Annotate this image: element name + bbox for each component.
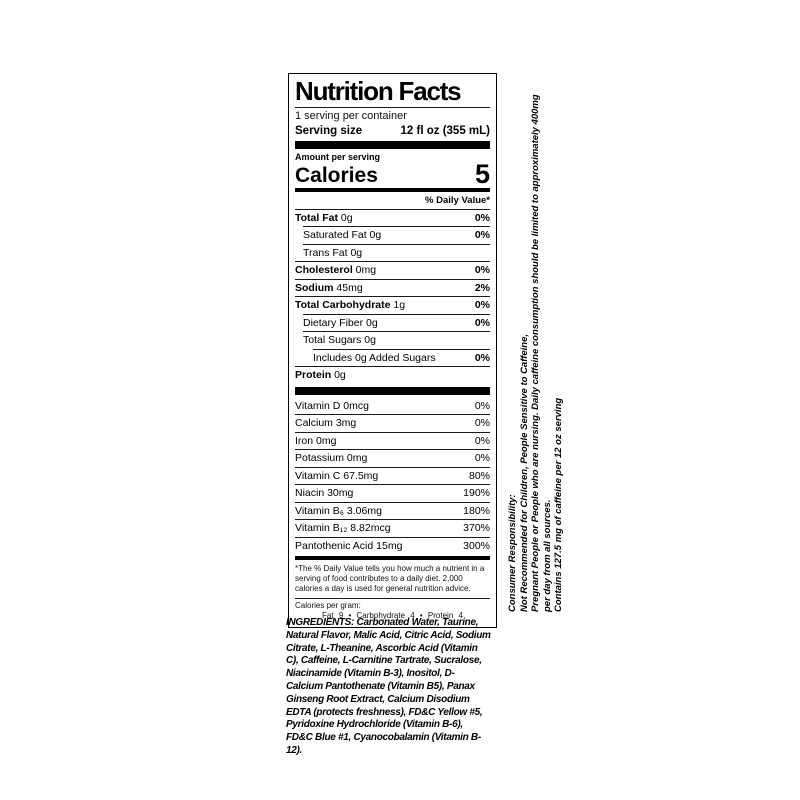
nutrient-row-saturated-fat: Saturated Fat 0g 0%: [303, 226, 490, 244]
nutrient-name: Total Sugars 0g: [303, 334, 376, 347]
nutrient-name: Vitamin B₁₂ 8.82mcg: [295, 522, 391, 535]
daily-value: 190%: [463, 487, 490, 500]
daily-value-footnote: *The % Daily Value tells you how much a …: [295, 564, 485, 594]
caffeine-warning-vertical-text: Consumer Responsibility: Not Recommended…: [507, 60, 565, 612]
daily-value: 0%: [474, 229, 490, 242]
daily-value: 0%: [474, 417, 490, 430]
daily-value: 300%: [463, 539, 490, 552]
daily-value: 0%: [474, 351, 490, 364]
nutrient-row-total-carbohydrate: Total Carbohydrate 1g 0%: [295, 296, 490, 314]
vitamin-row-vitamin-d: Vitamin D 0mcg 0%: [295, 398, 490, 415]
vitamin-row-niacin: Niacin 30mg 190%: [295, 484, 490, 502]
nutrient-name: Trans Fat 0g: [303, 246, 363, 259]
nutrient-name: Total Fat 0g: [295, 211, 353, 224]
nutrient-row-total-sugars: Total Sugars 0g: [303, 331, 490, 349]
daily-value: 0%: [474, 211, 490, 224]
vitamin-row-iron: Iron 0mg 0%: [295, 431, 490, 450]
daily-value: 80%: [468, 469, 490, 482]
nutrient-row-sodium: Sodium 45mg 2%: [295, 278, 490, 297]
caffeine-warning-line: Consumer Responsibility:: [507, 494, 518, 612]
nutrient-row-added-sugars: Includes 0g Added Sugars 0%: [313, 348, 490, 367]
vitamin-row-vitamin-c: Vitamin C 67.5mg 80%: [295, 466, 490, 485]
caffeine-warning-line: Pregnant People or People who are nursin…: [530, 94, 541, 612]
vitamin-row-pantothenic-acid: Pantothenic Acid 15mg 300%: [295, 536, 490, 555]
daily-value: 180%: [463, 504, 490, 517]
calories-per-gram-section: Calories per gram: Fat 9 • Carbohydrate …: [295, 598, 490, 622]
vitamin-row-potassium: Potassium 0mg 0%: [295, 449, 490, 467]
vitamin-row-vitamin-b12: Vitamin B₁₂ 8.82mcg 370%: [295, 519, 490, 537]
nutrient-name: Pantothenic Acid 15mg: [295, 539, 403, 552]
calories-row: Calories 5: [295, 159, 490, 190]
vitamin-row-calcium: Calcium 3mg 0%: [295, 414, 490, 432]
nutrition-facts-label: Nutrition Facts 1 serving per container …: [288, 73, 497, 629]
nutrient-row-dietary-fiber: Dietary Fiber 0g 0%: [303, 313, 490, 332]
serving-size-row: Serving size 12 fl oz (355 mL): [295, 124, 490, 138]
daily-value-header: % Daily Value*: [425, 195, 490, 207]
vitamin-row-vitamin-b6: Vitamin B₆ 3.06mg 180%: [295, 501, 490, 520]
daily-value: 370%: [463, 522, 490, 535]
ingredients-list: INGREDIENTS: Carbonated Water, Taurine, …: [286, 617, 491, 756]
daily-value: 0%: [474, 316, 490, 329]
amount-per-serving-label: Amount per serving: [295, 152, 381, 163]
calories-value: 5: [474, 159, 490, 190]
daily-value: 0%: [474, 434, 490, 447]
servings-per-container: 1 serving per container: [295, 110, 407, 123]
caffeine-warning-line: Not Recommended for Children, People Sen…: [518, 333, 530, 612]
nutrition-facts-title: Nutrition Facts: [295, 76, 462, 106]
medium-divider-bar: [295, 188, 490, 193]
nutrient-name: Protein 0g: [295, 369, 346, 382]
calories-per-gram-label: Calories per gram:: [295, 601, 361, 611]
calories-label: Calories: [295, 164, 378, 188]
caffeine-warning-line: per day from all sources.: [541, 499, 553, 612]
daily-value: 2%: [474, 281, 490, 294]
nutrient-name: Calcium 3mg: [295, 417, 357, 430]
nutrient-name: Sodium 45mg: [295, 281, 363, 294]
serving-size-value: 12 fl oz (355 mL): [400, 125, 490, 138]
nutrient-name: Dietary Fiber 0g: [303, 316, 378, 329]
medium-divider-bar: [295, 556, 490, 561]
nutrient-name: Vitamin D 0mcg: [295, 399, 369, 412]
nutrient-row-total-fat: Total Fat 0g 0%: [295, 208, 490, 227]
nutrient-name: Cholesterol 0mg: [295, 264, 377, 277]
nutrient-row-trans-fat: Trans Fat 0g: [303, 243, 490, 262]
nutrient-name: Vitamin B₆ 3.06mg: [295, 504, 382, 517]
calories-per-gram-values: Fat 9 • Carbohydrate 4 • Protein 4: [322, 611, 463, 621]
caffeine-warning-line: Contains 127.5 mg of caffeine per 12 oz …: [553, 397, 564, 612]
daily-value: 0%: [474, 452, 490, 465]
nutrient-name: Includes 0g Added Sugars: [313, 351, 436, 364]
nutrient-name: Iron 0mg: [295, 434, 337, 447]
nutrient-name: Saturated Fat 0g: [303, 229, 382, 242]
serving-size-label: Serving size: [295, 125, 363, 138]
daily-value: 0%: [474, 399, 490, 412]
nutrient-name: Total Carbohydrate 1g: [295, 299, 406, 312]
nutrient-name: Vitamin C 67.5mg: [295, 469, 379, 482]
thick-divider-bar: [295, 386, 490, 395]
nutrient-name: Niacin 30mg: [295, 487, 354, 500]
daily-value: 0%: [474, 264, 490, 277]
nutrient-row-cholesterol: Cholesterol 0mg 0%: [295, 261, 490, 279]
thick-divider-bar: [295, 141, 490, 150]
daily-value: 0%: [474, 299, 490, 312]
divider: [295, 107, 490, 109]
nutrient-name: Potassium 0mg: [295, 452, 368, 465]
nutrient-row-protein: Protein 0g: [295, 366, 490, 384]
